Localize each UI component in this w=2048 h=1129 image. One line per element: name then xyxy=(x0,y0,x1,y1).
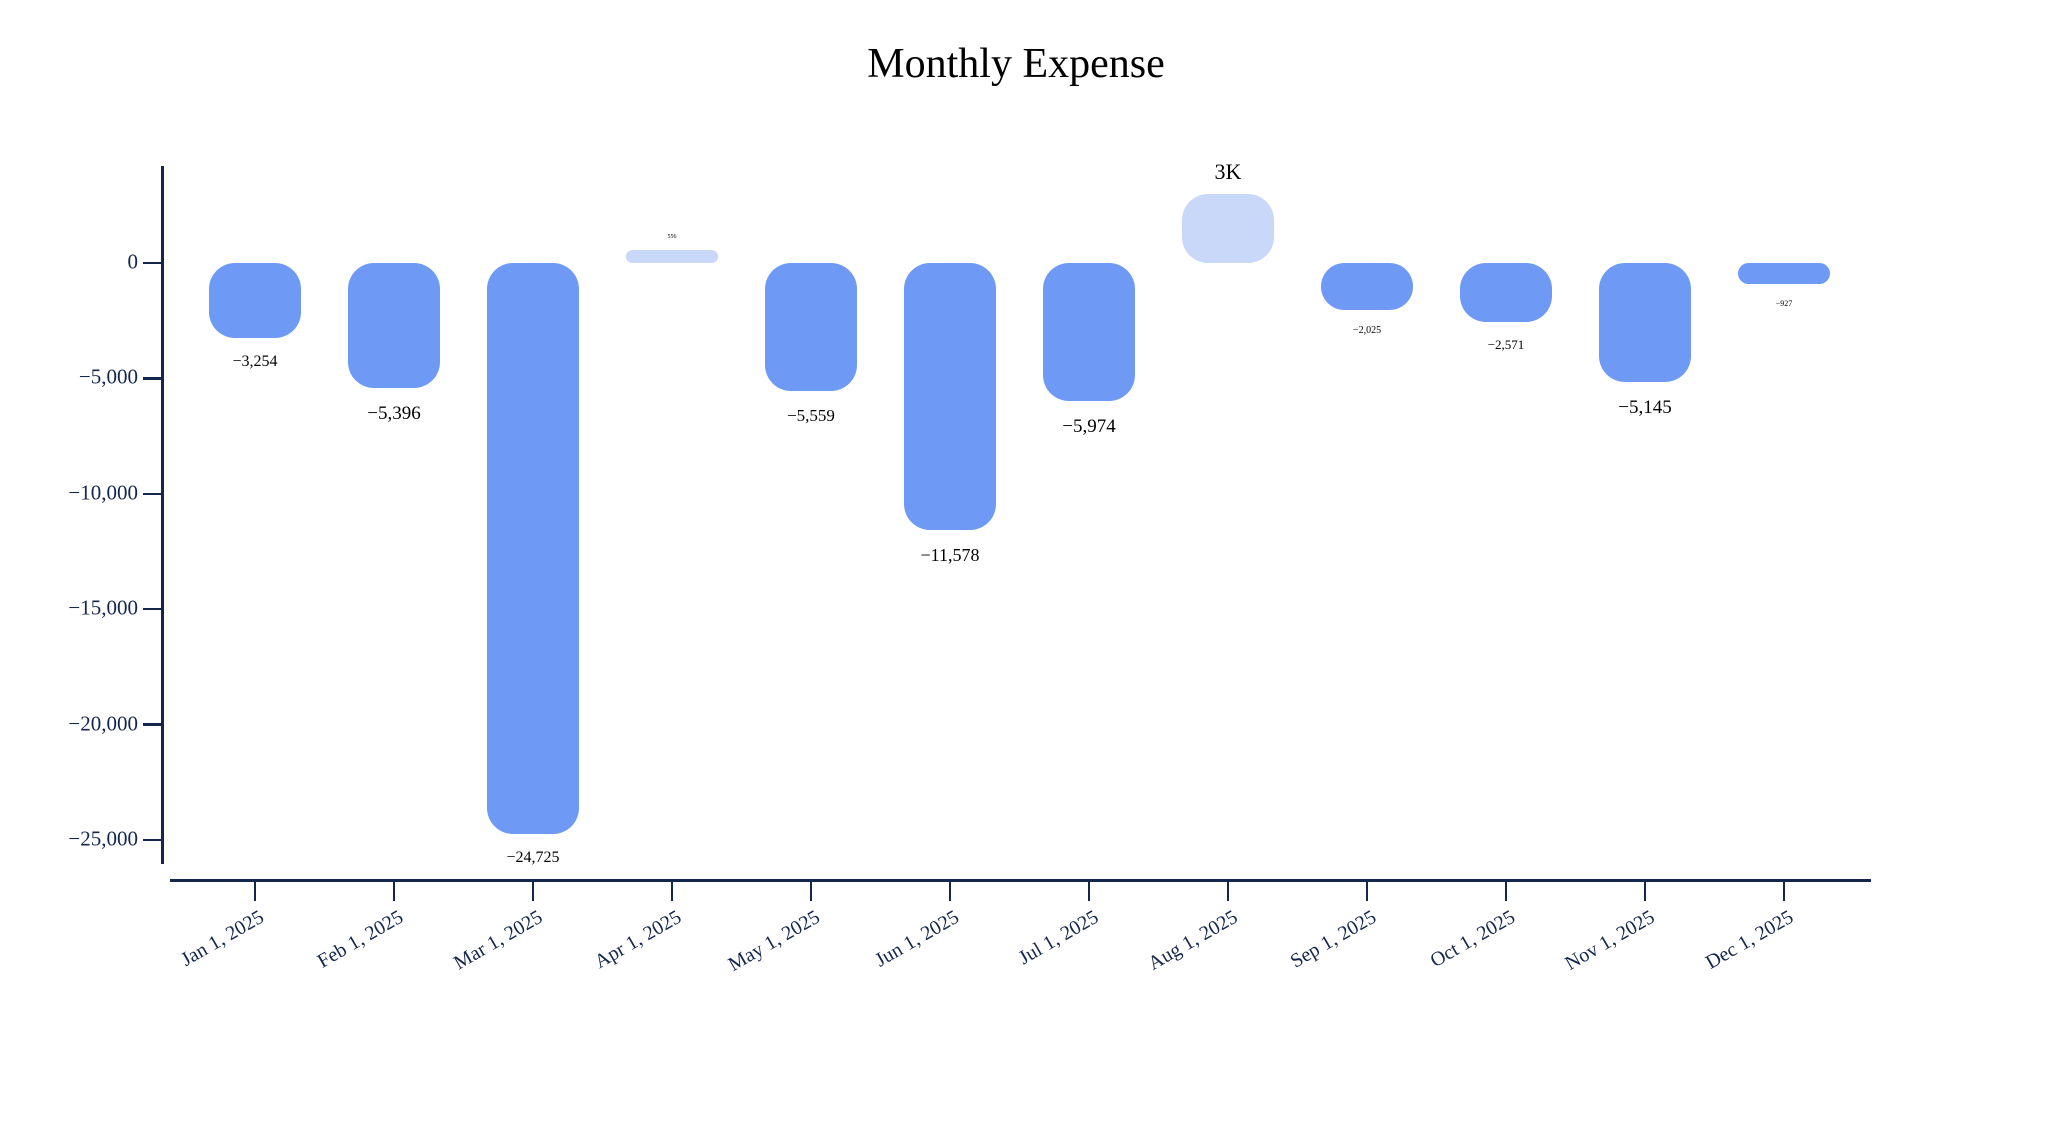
x-tick-mark xyxy=(1504,880,1508,901)
x-tick-label: Nov 1, 2025 xyxy=(1560,906,1658,975)
x-tick-label: Aug 1, 2025 xyxy=(1143,906,1241,975)
y-tick-mark xyxy=(143,377,162,380)
x-tick-label: Jan 1, 2025 xyxy=(177,906,268,971)
chart-title: Monthly Expense xyxy=(867,41,1165,87)
bar-value-label: 556 xyxy=(667,234,677,241)
bar-value-label: −5,974 xyxy=(1062,415,1116,437)
y-tick-mark xyxy=(143,723,162,726)
y-tick-label: −15,000 xyxy=(68,595,138,620)
y-tick-mark xyxy=(143,492,162,496)
y-tick-label: −10,000 xyxy=(68,480,138,505)
x-tick-mark xyxy=(809,880,813,901)
bar xyxy=(1599,263,1691,382)
bar xyxy=(765,263,857,392)
bar xyxy=(1043,263,1135,401)
bar-value-label: −2,571 xyxy=(1487,337,1525,353)
x-tick-label: Sep 1, 2025 xyxy=(1286,906,1380,973)
x-tick-label: Feb 1, 2025 xyxy=(313,906,407,973)
y-tick-mark xyxy=(143,838,162,842)
bar xyxy=(1738,263,1830,285)
y-tick-label: −25,000 xyxy=(68,826,138,851)
bar xyxy=(1460,263,1552,323)
x-tick-label: May 1, 2025 xyxy=(724,906,824,976)
bar xyxy=(348,263,440,388)
x-tick-mark xyxy=(531,880,535,901)
x-tick-label: Dec 1, 2025 xyxy=(1701,906,1797,974)
x-axis-line xyxy=(170,879,1871,882)
x-tick-mark xyxy=(392,880,396,901)
x-tick-mark xyxy=(253,880,257,901)
x-tick-mark xyxy=(1365,880,1369,901)
x-tick-mark xyxy=(1643,880,1647,901)
y-tick-mark xyxy=(143,261,162,265)
x-tick-label: Apr 1, 2025 xyxy=(590,906,685,974)
bar-value-label: −927 xyxy=(1775,299,1793,309)
bar-value-label: −2,025 xyxy=(1352,324,1382,336)
bar-value-label: −5,145 xyxy=(1618,396,1672,418)
bar xyxy=(626,250,718,263)
y-axis-line xyxy=(161,166,164,864)
bar-value-label: −24,725 xyxy=(506,848,560,866)
bar xyxy=(1321,263,1413,310)
bar xyxy=(1182,193,1274,263)
x-tick-label: Mar 1, 2025 xyxy=(449,906,546,975)
x-tick-mark xyxy=(1087,880,1091,901)
bar-value-label: −5,559 xyxy=(787,406,835,426)
x-tick-label: Jul 1, 2025 xyxy=(1014,906,1102,970)
y-tick-label: −20,000 xyxy=(68,711,138,736)
bar xyxy=(209,263,301,339)
bar-value-label: −5,396 xyxy=(367,402,421,424)
bar-value-label: −3,254 xyxy=(232,353,278,371)
bar-value-label: 3K xyxy=(1214,159,1242,185)
x-tick-mark xyxy=(948,880,952,901)
bar-value-label: −11,578 xyxy=(920,545,980,566)
y-tick-label: −5,000 xyxy=(78,364,138,389)
x-tick-mark xyxy=(1782,880,1786,901)
x-tick-label: Oct 1, 2025 xyxy=(1426,906,1519,972)
bar xyxy=(904,263,996,531)
bar xyxy=(487,263,579,834)
x-tick-mark xyxy=(670,880,674,901)
y-tick-label: 0 xyxy=(127,249,139,274)
y-tick-mark xyxy=(143,607,162,611)
x-tick-mark xyxy=(1226,880,1230,901)
x-tick-label: Jun 1, 2025 xyxy=(871,906,963,972)
